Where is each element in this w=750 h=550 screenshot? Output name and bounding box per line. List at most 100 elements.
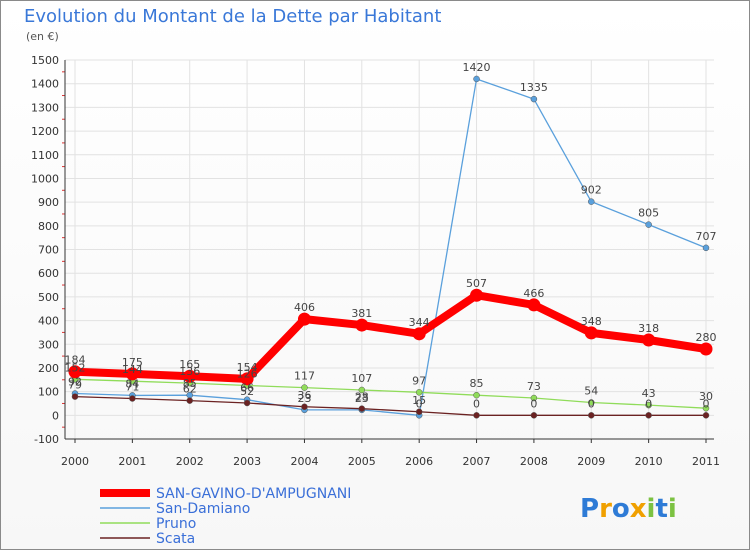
data-label: 0 xyxy=(473,397,480,410)
data-label: 507 xyxy=(466,277,487,290)
data-point xyxy=(355,318,369,332)
data-point xyxy=(125,367,139,381)
data-point xyxy=(71,393,79,400)
data-point xyxy=(702,244,710,252)
data-label: 175 xyxy=(122,356,143,369)
data-point xyxy=(473,75,480,83)
data-label: 0 xyxy=(703,397,710,410)
data-point xyxy=(473,412,480,419)
data-label: 165 xyxy=(179,358,200,371)
data-label: 62 xyxy=(183,383,197,396)
data-label: 0 xyxy=(416,397,423,410)
data-label: 79 xyxy=(68,379,82,392)
legend-label: Pruno xyxy=(156,516,196,532)
data-point xyxy=(699,342,713,356)
data-point xyxy=(588,399,595,406)
y-tick-label: 300 xyxy=(38,338,59,351)
y-tick-label: 400 xyxy=(38,315,59,328)
data-label: 0 xyxy=(645,397,652,410)
legend: SAN-GAVINO-D'AMPUGNANISan-DamianoPrunoSc… xyxy=(100,486,351,547)
data-label: 902 xyxy=(581,184,602,197)
data-label: 43 xyxy=(642,387,656,400)
data-label: 97 xyxy=(412,374,426,387)
data-label: 154 xyxy=(237,361,258,374)
legend-label: SAN-GAVINO-D'AMPUGNANI xyxy=(156,486,351,502)
series-group xyxy=(68,75,713,419)
x-tick-label: 2008 xyxy=(520,455,548,468)
y-tick-label: 700 xyxy=(38,244,59,257)
axes: -100010020030040050060070080090010001100… xyxy=(31,54,720,468)
data-label: 136 xyxy=(179,365,200,378)
data-point xyxy=(530,95,538,103)
data-point xyxy=(415,408,423,416)
data-label: 184 xyxy=(65,354,86,367)
data-point xyxy=(415,389,423,396)
y-tick-label: 1100 xyxy=(31,149,59,162)
chart-subtitle: (en €) xyxy=(26,30,59,43)
data-point xyxy=(702,404,710,412)
data-point xyxy=(473,391,480,399)
data-label: 28 xyxy=(355,391,369,404)
data-point xyxy=(645,401,652,409)
data-label: 85 xyxy=(470,377,484,390)
x-tick-label: 2005 xyxy=(348,455,376,468)
x-tick-label: 2004 xyxy=(290,455,318,468)
y-tick-label: 600 xyxy=(38,267,59,280)
data-label: 280 xyxy=(696,331,717,344)
data-label: 318 xyxy=(638,322,659,335)
data-label: 344 xyxy=(409,316,430,329)
data-label: 117 xyxy=(294,370,315,383)
data-point xyxy=(412,327,426,341)
y-tick-label: 900 xyxy=(38,196,59,209)
x-tick-label: 2007 xyxy=(463,455,491,468)
data-point xyxy=(358,386,366,394)
data-point xyxy=(301,403,308,411)
data-label: 0 xyxy=(530,397,537,410)
data-point xyxy=(588,198,595,205)
data-point xyxy=(584,326,598,340)
data-label: 52 xyxy=(240,385,254,398)
data-label: 152 xyxy=(65,361,86,374)
data-label: 107 xyxy=(351,372,372,385)
data-point xyxy=(186,397,193,404)
data-label: 23 xyxy=(297,392,311,405)
y-tick-label: 1200 xyxy=(31,125,59,138)
x-tick-label: 2011 xyxy=(692,455,720,468)
x-tick-label: 2002 xyxy=(176,455,204,468)
data-point xyxy=(243,399,251,407)
y-tick-label: 1500 xyxy=(31,54,59,67)
data-label: 348 xyxy=(581,315,602,328)
data-point xyxy=(702,412,710,419)
data-label: 805 xyxy=(638,207,659,220)
data-label: 30 xyxy=(699,390,713,403)
data-label: 23 xyxy=(355,392,369,405)
data-point xyxy=(645,221,652,228)
y-tick-label: 1300 xyxy=(31,101,59,114)
data-point xyxy=(527,298,541,312)
y-tick-label: 1400 xyxy=(31,78,59,91)
data-label: 15 xyxy=(412,394,426,407)
x-tick-label: 2000 xyxy=(61,455,89,468)
chart-title: Evolution du Montant de la Dette par Hab… xyxy=(24,6,441,27)
y-tick-label: 200 xyxy=(38,362,59,375)
data-label: 71 xyxy=(125,380,139,393)
data-point xyxy=(297,312,311,326)
proxiti-logo: Proxiti xyxy=(580,494,677,524)
series-line-3 xyxy=(74,395,707,416)
data-label: 73 xyxy=(527,380,541,393)
data-point xyxy=(358,405,366,412)
x-tick-label: 2010 xyxy=(635,455,663,468)
x-tick-label: 2001 xyxy=(118,455,146,468)
data-point xyxy=(183,369,197,383)
y-tick-label: -100 xyxy=(34,433,59,446)
data-point xyxy=(129,395,136,402)
y-tick-label: 0 xyxy=(52,409,59,422)
data-label: 66 xyxy=(240,382,254,395)
data-label: 707 xyxy=(696,230,717,243)
data-label: 381 xyxy=(351,307,372,320)
legend-label: San-Damiano xyxy=(156,501,250,517)
data-label: 54 xyxy=(584,385,598,398)
